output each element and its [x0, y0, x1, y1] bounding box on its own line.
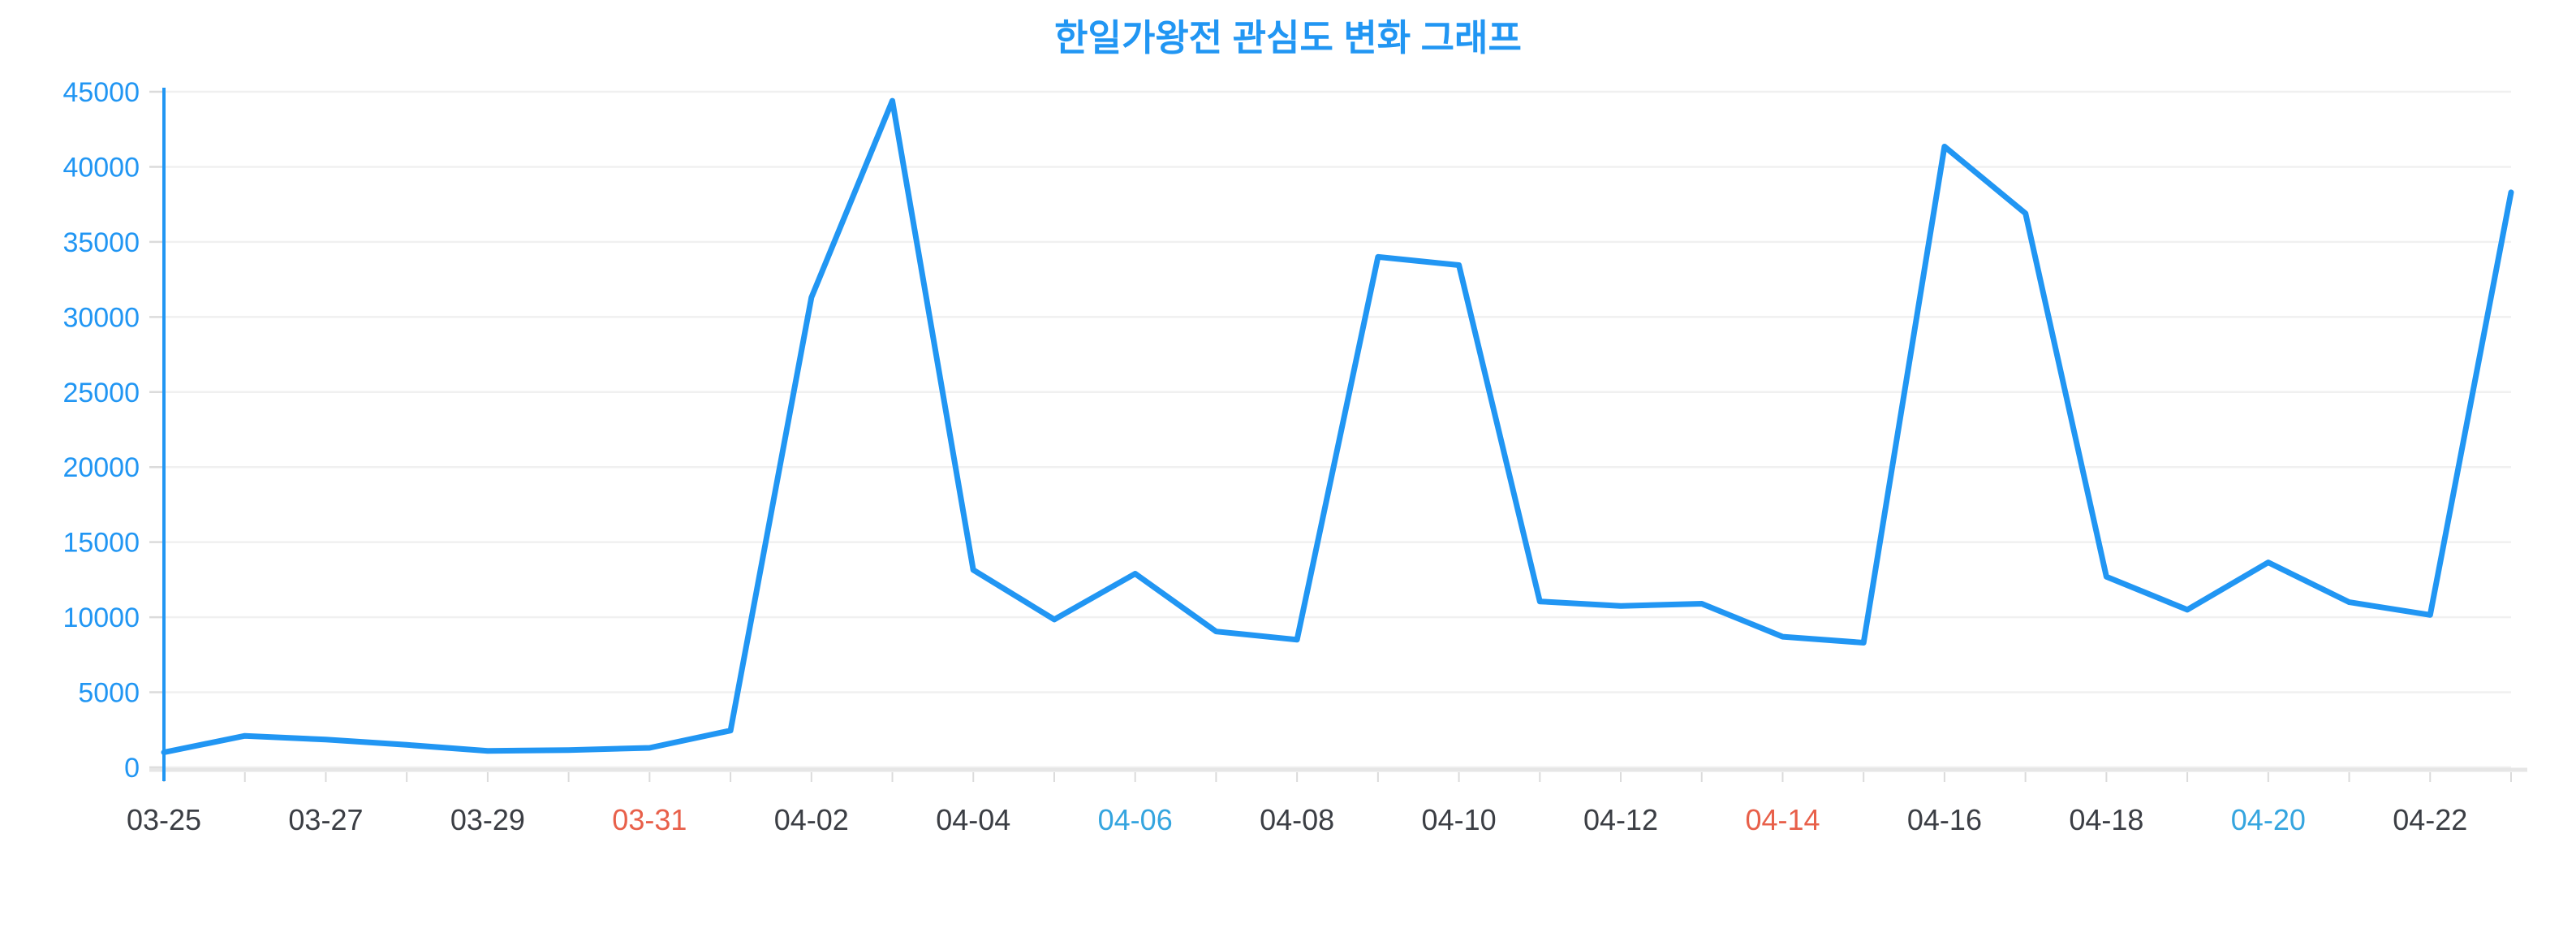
x-axis-label: 04-06	[1098, 803, 1173, 836]
y-axis-label: 0	[124, 753, 140, 784]
y-axis-label: 15000	[62, 528, 140, 559]
y-axis-label: 40000	[62, 152, 140, 183]
y-axis-label: 30000	[62, 302, 140, 333]
y-axis-label: 25000	[62, 378, 140, 408]
y-axis-label: 20000	[62, 452, 140, 483]
y-axis-label: 35000	[62, 227, 140, 258]
chart-title: 한일가왕전 관심도 변화 그래프	[1054, 17, 1522, 58]
x-axis-label: 04-08	[1260, 803, 1334, 836]
x-axis-label: 03-29	[450, 803, 525, 836]
x-axis-label: 04-12	[1583, 803, 1658, 836]
x-axis-label: 03-27	[288, 803, 363, 836]
x-axis-label: 03-25	[127, 803, 201, 836]
x-axis-label: 04-20	[2231, 803, 2306, 836]
x-axis-label: 03-31	[612, 803, 687, 836]
x-axis-label: 04-22	[2393, 803, 2467, 836]
x-axis-label: 04-14	[1745, 803, 1820, 836]
y-axis-label: 5000	[78, 678, 140, 709]
series-line	[161, 97, 2514, 755]
y-axis-label: 10000	[62, 603, 140, 633]
x-axis-label: 04-04	[936, 803, 1010, 836]
y-axis-label: 45000	[62, 77, 140, 108]
x-axis-label: 04-18	[2069, 803, 2143, 836]
x-axis-label: 04-02	[774, 803, 849, 836]
x-axis-label: 04-10	[1422, 803, 1497, 836]
x-axis-label: 04-16	[1907, 803, 1982, 836]
